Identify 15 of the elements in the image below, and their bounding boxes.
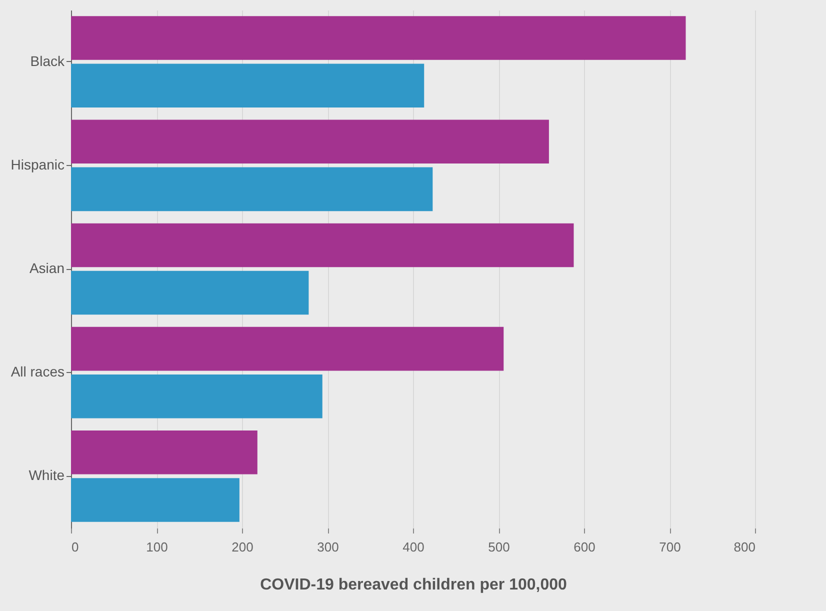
x-tick-label: 400 [402,540,424,554]
y-tick-label: Black [30,52,66,69]
x-tick-label: 600 [574,540,596,554]
x-tick-label: 300 [317,540,339,554]
y-tick-label: White [28,467,65,484]
x-tick-label: 700 [659,540,681,554]
x-axis-title: COVID-19 bereaved children per 100,000 [260,576,568,594]
x-tick-label: 100 [146,540,168,554]
x-tick-label: 0 [72,540,79,554]
x-tick-label: 500 [488,540,510,554]
y-tick-label: All races [10,364,64,380]
x-tick-label: 200 [232,540,254,554]
y-tick-label: Asian [29,260,64,276]
x-tick-label: 800 [734,540,756,554]
y-tick-label: Hispanic [10,156,64,172]
